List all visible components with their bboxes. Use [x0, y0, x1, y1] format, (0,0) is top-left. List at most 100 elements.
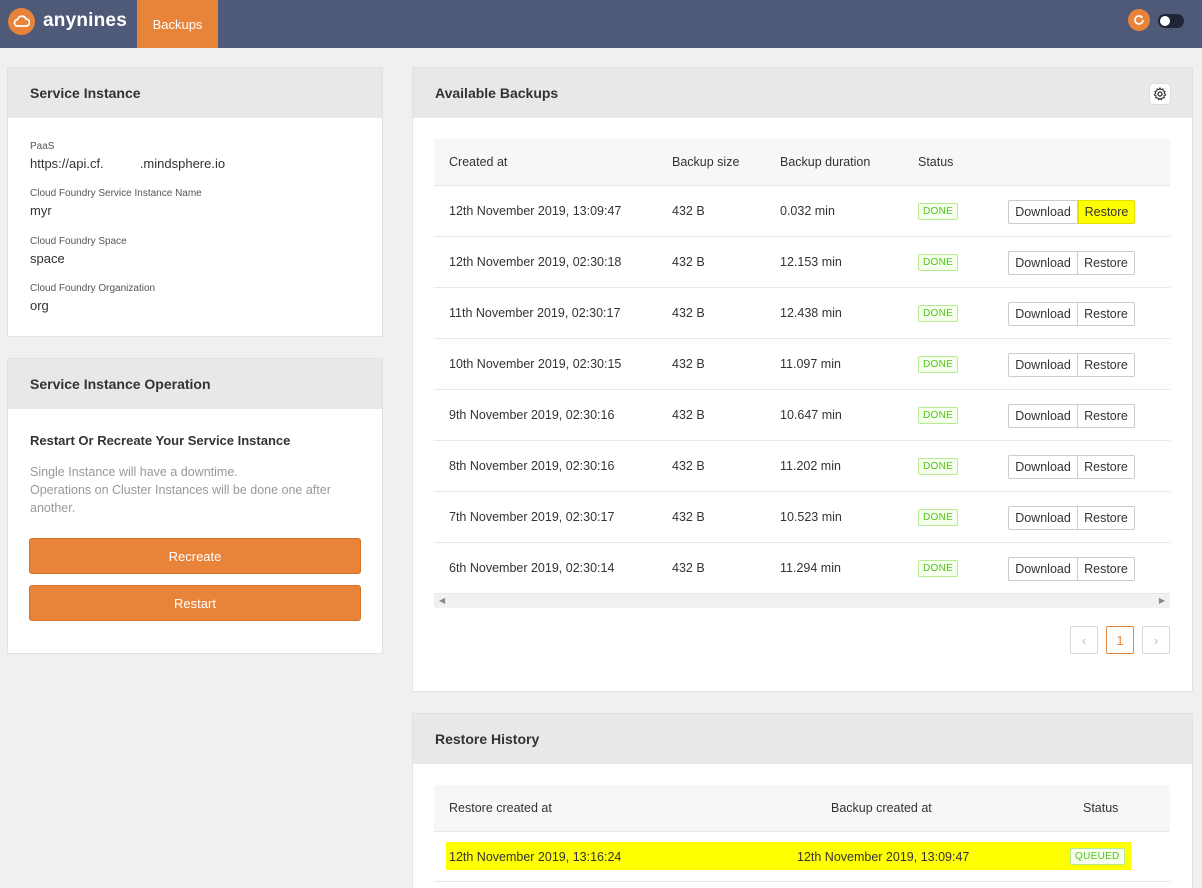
created-at-cell: 7th November 2019, 02:30:17: [449, 510, 615, 524]
cloud-logo-icon: [8, 7, 35, 35]
created-at-cell: 9th November 2019, 02:30:16: [449, 408, 615, 422]
download-button[interactable]: Download: [1008, 200, 1078, 224]
operation-title: Service Instance Operation: [8, 359, 382, 409]
row-actions: Download Restore: [1008, 455, 1135, 479]
status-badge: DONE: [918, 253, 959, 271]
restore-button[interactable]: Restore: [1078, 302, 1135, 326]
status-cell: DONE: [918, 288, 959, 338]
status-badge: DONE: [918, 304, 959, 322]
download-button[interactable]: Download: [1008, 455, 1078, 479]
operation-desc-line2: Operations on Cluster Instances will be …: [30, 483, 331, 515]
restore-history-title: Restore History: [413, 714, 1192, 764]
chevron-right-icon: ›: [1153, 632, 1159, 648]
restore-button[interactable]: Restore: [1078, 353, 1135, 377]
backup-duration-cell: 10.523 min: [780, 510, 842, 524]
restore-history-header: Restore created at Backup created at Sta…: [434, 785, 1170, 832]
pagination-next-button[interactable]: ›: [1142, 626, 1170, 654]
created-at-cell: 12th November 2019, 02:30:18: [449, 255, 622, 269]
backup-size-cell: 432 B: [672, 561, 705, 575]
status-cell: DONE: [918, 237, 959, 287]
row-actions: Download Restore: [1008, 506, 1135, 530]
theme-toggle-switch[interactable]: [1158, 14, 1184, 28]
status-badge: DONE: [918, 508, 959, 526]
column-created-at[interactable]: Created at: [449, 155, 508, 169]
column-status[interactable]: Status: [918, 155, 954, 169]
download-button[interactable]: Download: [1008, 557, 1078, 581]
status-badge: DONE: [918, 406, 959, 424]
status-cell: DONE: [918, 390, 959, 440]
created-at-cell: 11th November 2019, 02:30:17: [449, 306, 621, 320]
download-button[interactable]: Download: [1008, 302, 1078, 326]
row-actions: Download Restore: [1008, 404, 1135, 428]
restore-button[interactable]: Restore: [1078, 506, 1135, 530]
status-badge: DONE: [918, 559, 959, 577]
restore-button[interactable]: Restore: [1078, 200, 1135, 224]
status-cell: DONE: [918, 186, 959, 236]
paas-field: PaaS https://api.cf. .mindsphere.io: [30, 141, 225, 171]
gear-icon[interactable]: [1149, 83, 1171, 105]
table-row: 9th November 2019, 02:30:16 432 B 10.647 m…: [434, 390, 1170, 441]
restore-button[interactable]: Restore: [1078, 251, 1135, 275]
scroll-right-icon[interactable]: ▶: [1158, 596, 1165, 605]
top-navigation-bar: anynines Backups: [0, 0, 1202, 48]
download-button[interactable]: Download: [1008, 251, 1078, 275]
space-value: space: [30, 251, 65, 266]
restore-button[interactable]: Restore: [1078, 557, 1135, 581]
table-row: 12th November 2019, 13:09:47 432 B 0.032 m…: [434, 186, 1170, 237]
scroll-left-icon[interactable]: ◀: [439, 596, 446, 605]
pagination-page-1[interactable]: 1: [1106, 626, 1134, 654]
instance-name-label: Cloud Foundry Service Instance Name: [30, 188, 202, 199]
service-instance-operation-panel: Service Instance Operation Restart Or Re…: [7, 358, 383, 654]
paas-value: https://api.cf. .mindsphere.io: [30, 156, 226, 171]
restore-button[interactable]: Restore: [1078, 455, 1135, 479]
organization-value: org: [30, 298, 49, 313]
backup-size-cell: 432 B: [672, 357, 705, 371]
backups-table: Created at Backup size Backup duration S…: [434, 139, 1170, 608]
restore-button[interactable]: Restore: [1078, 404, 1135, 428]
restore-history-row: 12th November 2019, 13:16:24 12th Novemb…: [434, 832, 1170, 882]
column-restore-status[interactable]: Status: [1083, 801, 1119, 815]
chevron-left-icon: ‹: [1081, 632, 1087, 648]
restore-status-cell: QUEUED: [1070, 832, 1125, 881]
table-row: 7th November 2019, 02:30:17 432 B 10.523 m…: [434, 492, 1170, 543]
download-button[interactable]: Download: [1008, 404, 1078, 428]
column-backup-created-at[interactable]: Backup created at: [831, 801, 932, 815]
column-backup-size[interactable]: Backup size: [672, 155, 740, 169]
table-row: 10th November 2019, 02:30:15 432 B 11.097 …: [434, 339, 1170, 390]
recreate-button[interactable]: Recreate: [29, 538, 361, 574]
instance-name-value: myr: [30, 203, 52, 218]
backup-duration-cell: 11.294 min: [780, 561, 841, 575]
horizontal-scrollbar[interactable]: ◀ ▶: [434, 594, 1170, 608]
brand-name: anynines: [43, 10, 127, 31]
status-cell: DONE: [918, 441, 959, 491]
tab-backups[interactable]: Backups: [137, 0, 218, 48]
row-actions: Download Restore: [1008, 557, 1135, 581]
operation-subtitle: Restart Or Recreate Your Service Instanc…: [30, 433, 291, 448]
backup-duration-cell: 12.438 min: [780, 306, 842, 320]
status-badge: QUEUED: [1070, 848, 1125, 865]
row-highlight: [446, 842, 1131, 870]
status-badge: DONE: [918, 355, 959, 373]
status-badge: DONE: [918, 457, 959, 475]
status-cell: DONE: [918, 492, 959, 542]
restart-button[interactable]: Restart: [29, 585, 361, 621]
backup-size-cell: 432 B: [672, 204, 705, 218]
download-button[interactable]: Download: [1008, 506, 1078, 530]
backup-size-cell: 432 B: [672, 255, 705, 269]
backup-duration-cell: 0.032 min: [780, 204, 835, 218]
column-restore-created-at[interactable]: Restore created at: [449, 801, 552, 815]
row-actions: Download Restore: [1008, 251, 1135, 275]
row-actions: Download Restore: [1008, 302, 1135, 326]
refresh-icon[interactable]: [1128, 9, 1150, 31]
brand-logo[interactable]: anynines: [8, 6, 127, 36]
created-at-cell: 8th November 2019, 02:30:16: [449, 459, 615, 473]
organization-field: Cloud Foundry Organization org: [30, 283, 155, 313]
backup-duration-cell: 10.647 min: [780, 408, 842, 422]
column-backup-duration[interactable]: Backup duration: [780, 155, 871, 169]
download-button[interactable]: Download: [1008, 353, 1078, 377]
space-field: Cloud Foundry Space space: [30, 236, 127, 266]
row-actions: Download Restore: [1008, 200, 1135, 224]
restore-created-cell: 12th November 2019, 13:16:24: [449, 849, 622, 864]
pagination-prev-button[interactable]: ‹: [1070, 626, 1098, 654]
created-at-cell: 10th November 2019, 02:30:15: [449, 357, 622, 371]
